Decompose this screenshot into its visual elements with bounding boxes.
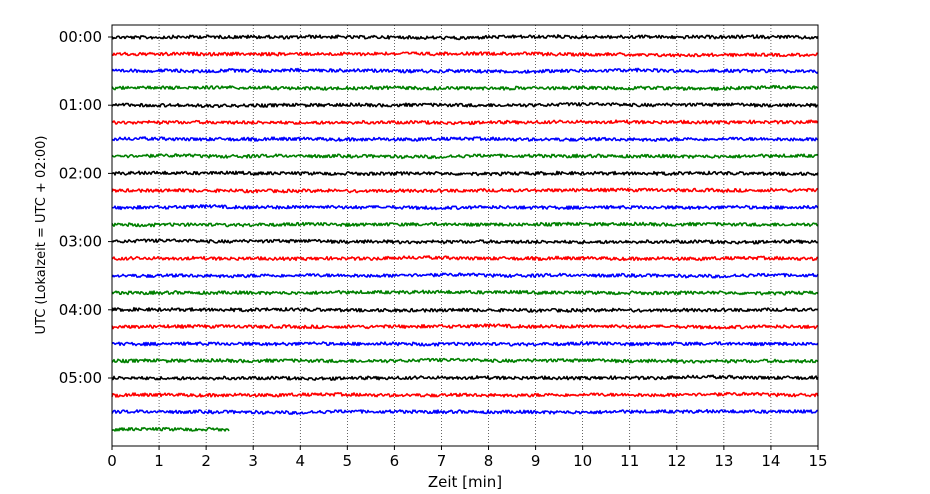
x-axis-ticks: 0 1 2 3 4 5 6 7 8 9 10 11 12 13 14 15 (107, 446, 828, 470)
y-tick-label: 04:00 (59, 301, 102, 319)
y-tick-label: 05:00 (59, 369, 102, 387)
trace-0400 (111, 306, 819, 313)
trace-0445 (111, 357, 819, 364)
trace-0515 (111, 391, 819, 398)
y-axis-label: UTC (Lokalzeit = UTC + 02:00) (34, 136, 49, 335)
y-axis-ticks: 00:00 01:00 02:00 03:00 04:00 05:00 (59, 28, 112, 387)
x-tick-label: 5 (343, 452, 353, 470)
x-tick-label: 1 (154, 452, 164, 470)
x-tick-label: 13 (714, 452, 733, 470)
trace-0415 (111, 323, 819, 330)
x-tick-label: 7 (437, 452, 447, 470)
x-tick-label: 3 (248, 452, 258, 470)
trace-0530 (111, 408, 819, 416)
x-tick-label: 10 (573, 452, 592, 470)
trace-0200 (111, 170, 819, 177)
trace-0230 (111, 204, 819, 211)
x-tick-label: 4 (295, 452, 305, 470)
y-tick-label: 00:00 (59, 28, 102, 46)
y-tick-label: 01:00 (59, 96, 102, 114)
grid-lines (158, 25, 772, 446)
trace-0215 (111, 187, 819, 194)
trace-0315 (111, 255, 819, 262)
x-tick-label: 2 (201, 452, 211, 470)
plot-frame (111, 24, 819, 447)
trace-0145 (111, 153, 819, 160)
trace-0130 (111, 136, 819, 142)
trace-0245 (111, 221, 819, 228)
x-axis-label: Zeit [min] (428, 473, 502, 491)
x-tick-label: 8 (484, 452, 494, 470)
trace-0300 (111, 238, 819, 245)
y-tick-label: 03:00 (59, 233, 102, 251)
x-tick-label: 0 (107, 452, 117, 470)
trace-0330 (111, 272, 819, 279)
x-tick-label: 14 (761, 452, 780, 470)
x-tick-label: 15 (808, 452, 827, 470)
x-tick-label: 9 (531, 452, 541, 470)
trace-0115 (111, 119, 819, 126)
trace-0030 (111, 67, 819, 74)
seismic-traces (111, 34, 819, 432)
trace-0045 (111, 84, 819, 92)
trace-0430 (111, 341, 819, 347)
trace-0345 (111, 289, 819, 296)
y-tick-label: 02:00 (59, 164, 102, 182)
trace-0545 (111, 426, 230, 432)
x-tick-label: 11 (620, 452, 639, 470)
x-tick-label: 6 (390, 452, 400, 470)
trace-0100 (111, 101, 819, 109)
trace-0000 (111, 34, 819, 41)
x-tick-label: 12 (667, 452, 686, 470)
trace-0500 (111, 374, 819, 381)
trace-0015 (111, 51, 819, 58)
